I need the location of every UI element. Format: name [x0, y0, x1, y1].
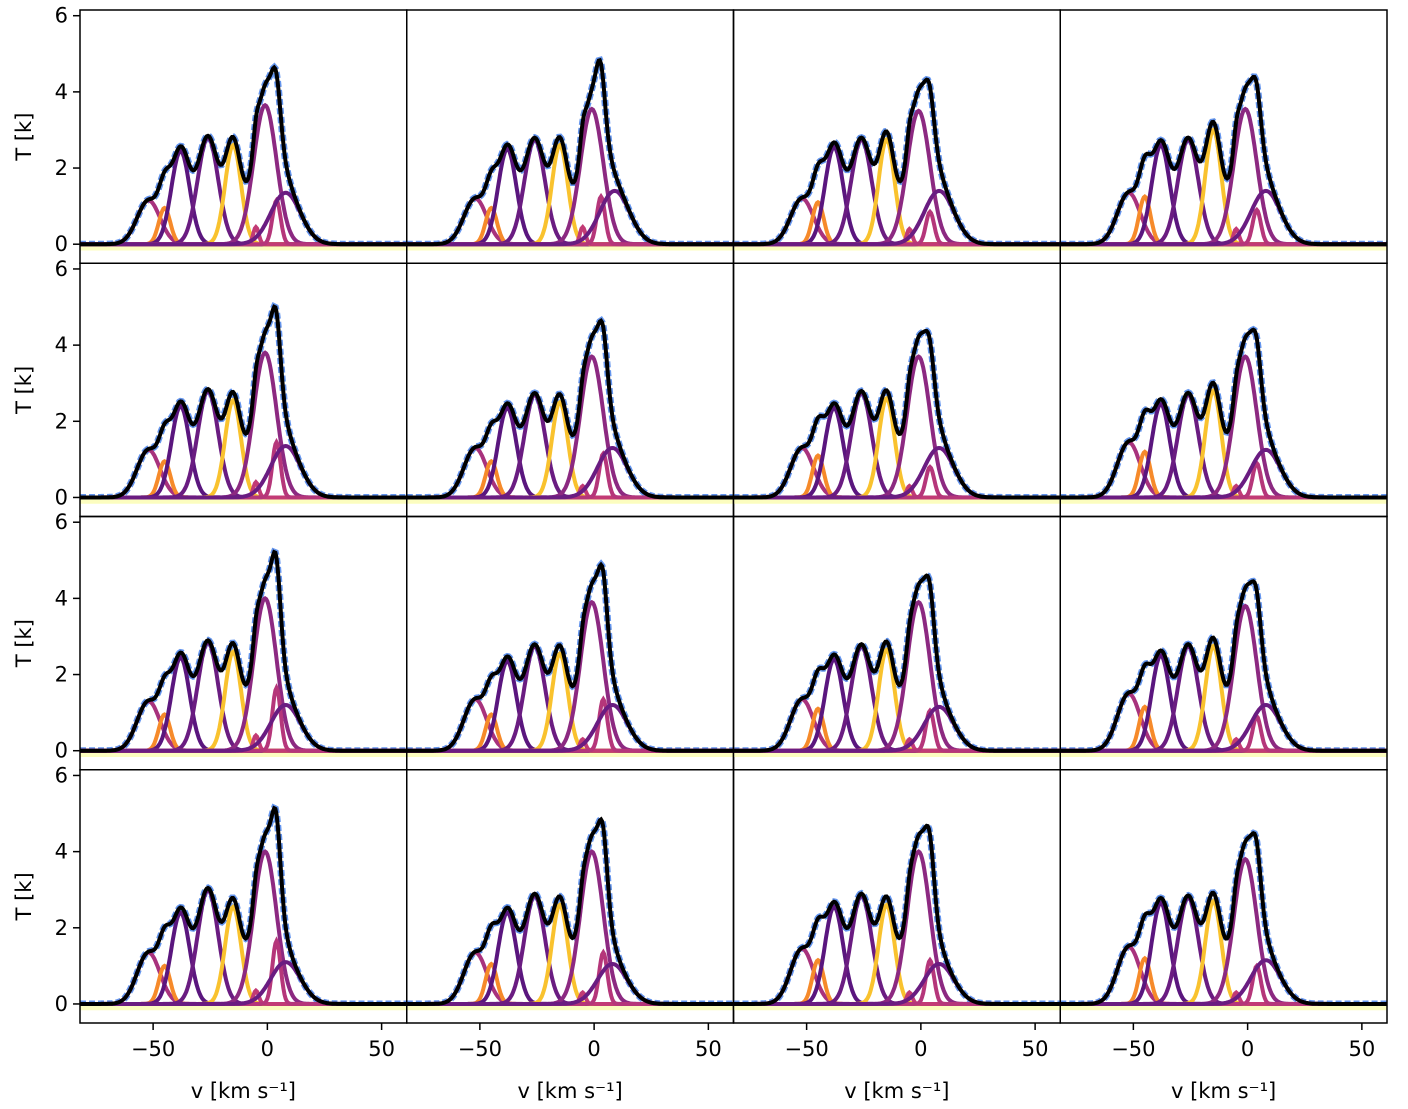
y-axis-label: T [k]: [12, 619, 36, 668]
y-tick-label: 6: [55, 510, 68, 534]
total-fit: [80, 549, 407, 753]
x-axis-label: v [km s⁻¹]: [844, 1079, 949, 1103]
panel: [406, 559, 734, 758]
x-tick-label: 0: [914, 1037, 927, 1061]
total-fit: [1060, 327, 1387, 500]
x-axis-label: v [km s⁻¹]: [191, 1079, 296, 1103]
total-fit: [733, 573, 1061, 753]
total-fit: [406, 318, 734, 500]
panel: [733, 75, 1061, 251]
panel: [1060, 577, 1387, 758]
panel: [406, 56, 734, 251]
y-axis-label: T [k]: [12, 113, 36, 162]
panel: [733, 327, 1061, 504]
total-fit: [406, 57, 734, 247]
y-tick-label: 0: [55, 485, 68, 509]
y-tick-label: 2: [55, 409, 68, 433]
total-fit: [1060, 579, 1387, 753]
y-tick-label: 4: [55, 586, 68, 610]
y-axis-label: T [k]: [12, 366, 36, 415]
y-tick-label: 2: [55, 156, 68, 180]
total-fit: [80, 805, 407, 1006]
panel: [80, 62, 407, 251]
total-fit: [406, 816, 734, 1006]
panel: [406, 814, 734, 1011]
y-tick-label: 2: [55, 916, 68, 940]
total-fit: [406, 561, 734, 753]
x-axis-label: v [km s⁻¹]: [1171, 1079, 1276, 1103]
x-tick-label: 0: [587, 1037, 600, 1061]
x-tick-label: 50: [368, 1037, 395, 1061]
x-tick-label: −50: [1111, 1037, 1155, 1061]
y-tick-label: 4: [55, 80, 68, 104]
panel: [1060, 73, 1387, 251]
x-tick-label: 50: [1348, 1037, 1375, 1061]
panel: [733, 571, 1061, 758]
panel: [80, 547, 407, 758]
y-tick-label: 0: [55, 232, 68, 256]
y-tick-label: 4: [55, 840, 68, 864]
panel-frame: [1059, 769, 1388, 1024]
total-fit: [733, 77, 1061, 247]
x-tick-label: −50: [131, 1037, 175, 1061]
total-fit: [80, 64, 407, 247]
x-tick-label: 50: [1022, 1037, 1049, 1061]
panel: [406, 315, 734, 504]
x-axis-label: v [km s⁻¹]: [518, 1079, 623, 1103]
panel: [1060, 325, 1387, 504]
x-tick-label: 0: [1241, 1037, 1254, 1061]
y-tick-label: 6: [55, 257, 68, 281]
total-fit: [733, 823, 1061, 1006]
y-tick-label: 2: [55, 663, 68, 687]
total-fit: [733, 329, 1061, 500]
y-tick-label: 6: [55, 4, 68, 28]
total-fit: [1060, 830, 1387, 1006]
panel: [1060, 829, 1387, 1011]
panel: [80, 803, 407, 1011]
y-tick-label: 6: [55, 763, 68, 787]
y-tick-label: 0: [55, 992, 68, 1016]
panel: [733, 821, 1061, 1011]
y-tick-label: 0: [55, 739, 68, 763]
y-axis-label: T [k]: [12, 872, 36, 921]
x-tick-label: −50: [458, 1037, 502, 1061]
total-fit: [80, 304, 407, 500]
panel: [80, 302, 407, 504]
x-tick-label: −50: [784, 1037, 828, 1061]
x-tick-label: 50: [695, 1037, 722, 1061]
y-tick-label: 4: [55, 333, 68, 357]
component: [80, 849, 407, 1006]
total-fit: [1060, 74, 1387, 247]
x-tick-label: 0: [261, 1037, 274, 1061]
